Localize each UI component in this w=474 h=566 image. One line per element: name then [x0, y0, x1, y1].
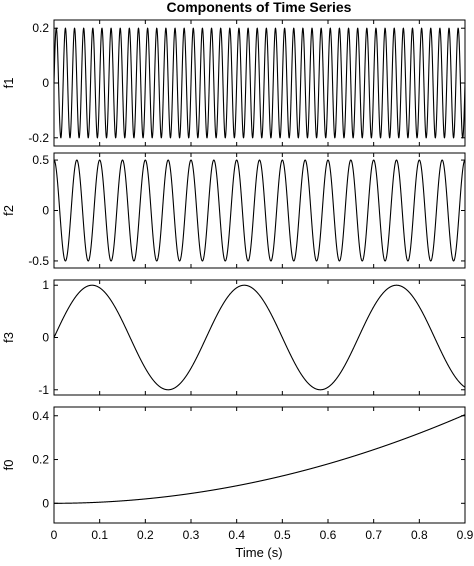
panel-f3: -1 0 1 f3 [1, 278, 466, 397]
f1-y-axis-label: f1 [1, 78, 16, 89]
f2-y-tick-label: -0.5 [28, 254, 49, 268]
x-tick-label: 0.8 [411, 528, 428, 542]
x-tick-label: 0.6 [320, 528, 337, 542]
panels: -0.2 0 0.2 f1 -0.5 0 0.5 f2 -1 0 1 f3 0 0.2 0.4 0 0.1 0.2… [1, 19, 474, 542]
x-tick-label: 0.3 [183, 528, 200, 542]
f3-series-line [53, 284, 466, 391]
panel-f0: 0 0.2 0.4 0 0.1 0.2 0.3 0.4 0.5 0.6 0.7 0.8 0.9 f0 [1, 406, 474, 542]
f1-y-tick-label: 0 [42, 76, 49, 90]
f0-axes-frame [53, 406, 466, 524]
f2-series-line [53, 159, 466, 262]
x-tick-label: 0.7 [365, 528, 382, 542]
f0-series-line [54, 414, 466, 504]
f3-axes-frame [53, 279, 466, 396]
f2-y-axis-label: f2 [1, 205, 16, 216]
panel-f1: -0.2 0 0.2 f1 [1, 19, 466, 147]
x-tick-label: 0.4 [228, 528, 245, 542]
chart-title: Components of Time Series [167, 0, 352, 15]
f1-y-tick-label: 0.2 [32, 21, 49, 35]
f2-y-tick-label: 0 [42, 204, 49, 218]
f0-y-tick-label: 0.2 [32, 453, 49, 467]
f1-y-tick-label: -0.2 [28, 131, 49, 145]
x-axis-label: Time (s) [235, 545, 282, 560]
f3-y-tick-label: 0 [42, 331, 49, 345]
f0-y-tick-label: 0 [42, 496, 49, 510]
f0-y-tick-label: 0.4 [32, 409, 49, 423]
f3-y-tick-label: 1 [42, 278, 49, 292]
panel-f2: -0.5 0 0.5 f2 [1, 152, 466, 269]
x-tick-label: 0.2 [137, 528, 154, 542]
f3-y-tick-label: -1 [38, 383, 49, 397]
x-tick-label: 0.9 [457, 528, 474, 542]
x-tick-label: 0.1 [91, 528, 108, 542]
x-tick-label: 0.5 [274, 528, 291, 542]
f1-series-line [53, 27, 466, 139]
f3-y-axis-label: f3 [1, 332, 16, 343]
x-tick-label: 0 [51, 528, 58, 542]
f0-y-axis-label: f0 [1, 460, 16, 471]
f2-axes-frame [53, 152, 466, 269]
f2-y-tick-label: 0.5 [32, 153, 49, 167]
